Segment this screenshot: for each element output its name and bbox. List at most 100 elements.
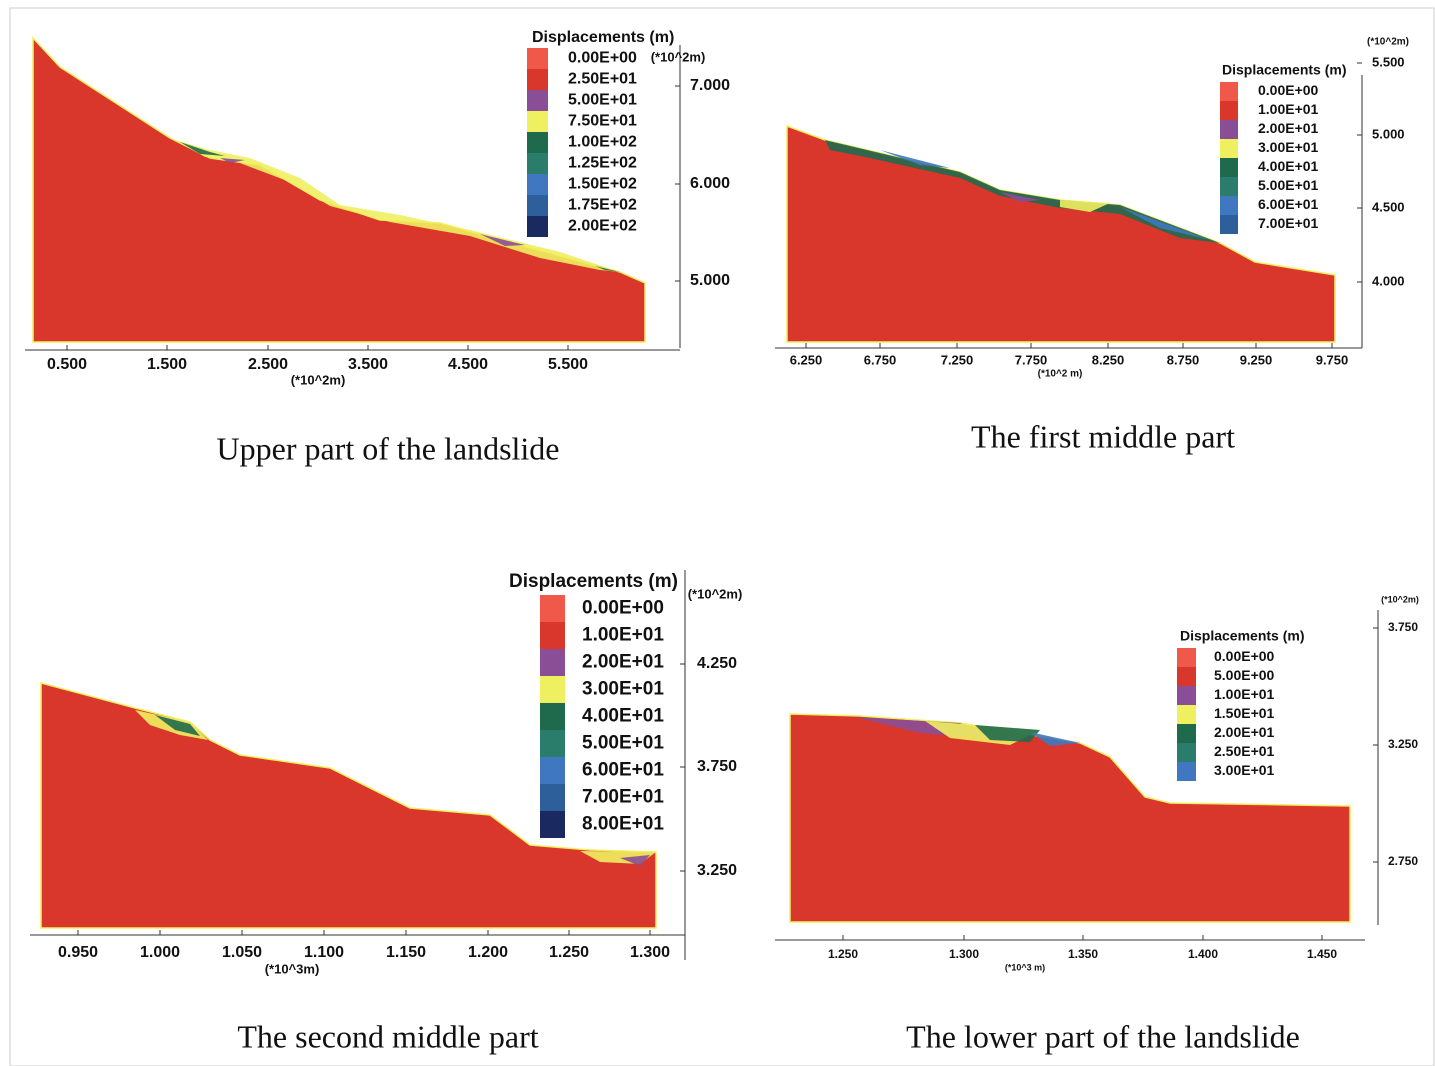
legend-label: 0.00E+00 (1214, 648, 1275, 664)
legend-swatch (1177, 686, 1196, 705)
x-tick-label: 1.100 (304, 944, 344, 961)
x-tick-label: 4.500 (448, 356, 488, 373)
legend-label: 5.00E+01 (1258, 177, 1319, 193)
legend-label: 2.00E+01 (1258, 120, 1319, 136)
legend-label: 5.00E+00 (1214, 667, 1275, 683)
legend-label: 1.50E+02 (568, 176, 637, 193)
legend-label: 5.00E+01 (582, 733, 664, 754)
y-axis-unit: (*10^2m) (651, 49, 706, 64)
legend-title: Displacements (m) (1222, 62, 1346, 78)
x-tick-label: 6.250 (790, 352, 823, 367)
y-tick-label: 7.000 (690, 77, 730, 94)
x-tick-label: 7.250 (941, 352, 974, 367)
legend-swatch (1177, 724, 1196, 743)
displacement-zone (1030, 732, 1080, 746)
legend-title: Displacements (m) (509, 571, 678, 592)
x-tick-label: 1.050 (222, 944, 262, 961)
legend-swatch (527, 216, 548, 237)
displacement-zone (175, 140, 620, 272)
x-tick-label: 1.400 (1188, 947, 1218, 961)
legend-swatch (1177, 743, 1196, 762)
x-axis-unit: (*10^3m) (265, 961, 320, 976)
x-tick-label: 1.300 (630, 944, 670, 961)
panel-caption: The second middle part (237, 1018, 538, 1054)
legend-swatch (527, 132, 548, 153)
legend-swatch (527, 174, 548, 195)
x-tick-label: 1.150 (386, 944, 426, 961)
legend-swatch (540, 622, 565, 649)
panel: 0.500 1.500 2.500 3.500 4.500 5.500 (*10^2m) 7.… (25, 29, 730, 466)
legend-swatch (1220, 177, 1238, 196)
legend-swatch (527, 111, 548, 132)
displacement-zone (220, 158, 245, 163)
legend-swatch (1177, 762, 1196, 781)
y-tick-label: 5.000 (690, 272, 730, 289)
displacement-zone (880, 150, 950, 168)
x-tick-label: 1.200 (468, 944, 508, 961)
legend-swatch (540, 595, 565, 622)
x-tick-label: 0.950 (58, 944, 98, 961)
legend-label: 6.00E+01 (1258, 196, 1319, 212)
slope-body (789, 713, 1351, 923)
x-tick-label: 9.250 (1240, 352, 1273, 367)
legend-label: 1.00E+02 (568, 134, 637, 151)
legend-swatch (527, 90, 548, 111)
x-tick-label: 6.750 (864, 352, 897, 367)
legend-swatch (1220, 139, 1238, 158)
x-tick-label: 3.500 (348, 356, 388, 373)
slope-body (32, 36, 646, 343)
displacement-zone (975, 725, 1040, 742)
legend-label: 1.75E+02 (568, 197, 637, 214)
panel: 1.250 1.300 1.350 1.400 1.450 (*10^3 m) 3.750 3… (775, 594, 1419, 1054)
legend-label: 5.00E+01 (568, 92, 637, 109)
x-tick-label: 8.250 (1092, 352, 1125, 367)
legend-label: 1.50E+01 (1214, 705, 1275, 721)
legend-swatch (1177, 705, 1196, 724)
legend-swatch (540, 676, 565, 703)
legend-label: 3.00E+01 (1258, 139, 1319, 155)
legend-label: 2.50E+01 (568, 71, 637, 88)
legend-label: 3.00E+01 (582, 679, 664, 700)
frame (9, 7, 1435, 1066)
x-tick-label: 1.250 (549, 944, 589, 961)
legend-label: 6.00E+01 (582, 760, 664, 781)
displacement-zone (180, 142, 225, 156)
y-tick-label: 2.750 (1388, 854, 1418, 868)
displacement-zone (1120, 207, 1210, 240)
legend-label: 0.00E+00 (568, 50, 637, 67)
displacement-zone (480, 234, 525, 246)
displacement-zone (1060, 200, 1110, 212)
legend-swatch (1177, 648, 1196, 667)
legend-label: 2.00E+01 (1214, 724, 1275, 740)
legend-label: 0.00E+00 (582, 598, 664, 619)
legend-swatch (1220, 215, 1238, 234)
x-axis-unit: (*10^2 m) (1038, 369, 1083, 380)
legend-label: 8.00E+01 (582, 814, 664, 835)
x-tick-label: 1.250 (828, 947, 858, 961)
legend-swatch (540, 649, 565, 676)
x-tick-label: 1.350 (1068, 947, 1098, 961)
y-tick-label: 4.250 (697, 655, 737, 672)
y-tick-label: 4.000 (1372, 273, 1405, 288)
legend-title: Displacements (m) (532, 29, 674, 46)
panel: 0.950 1.000 1.050 1.100 1.150 1.200 1.250 1.300… (30, 570, 742, 1054)
x-tick-label: 8.750 (1167, 352, 1200, 367)
displacement-zone (1000, 192, 1040, 202)
legend-title: Displacements (m) (1180, 628, 1304, 644)
legend-swatch (527, 48, 548, 69)
x-tick-label: 9.750 (1316, 352, 1349, 367)
slope-body (786, 124, 1336, 343)
panel-caption: Upper part of the landslide (217, 430, 560, 466)
x-tick-label: 5.500 (548, 356, 588, 373)
y-axis-unit: (*10^2m) (1381, 594, 1419, 604)
x-tick-label: 2.500 (248, 356, 288, 373)
legend-swatch (1220, 158, 1238, 177)
displacement-zone (595, 266, 620, 272)
legend-swatch (527, 153, 548, 174)
legend-label: 3.00E+01 (1214, 762, 1275, 778)
legend-swatch (540, 784, 565, 811)
legend-swatch (540, 757, 565, 784)
legend-label: 1.25E+02 (568, 155, 637, 172)
legend-label: 7.50E+01 (568, 113, 637, 130)
